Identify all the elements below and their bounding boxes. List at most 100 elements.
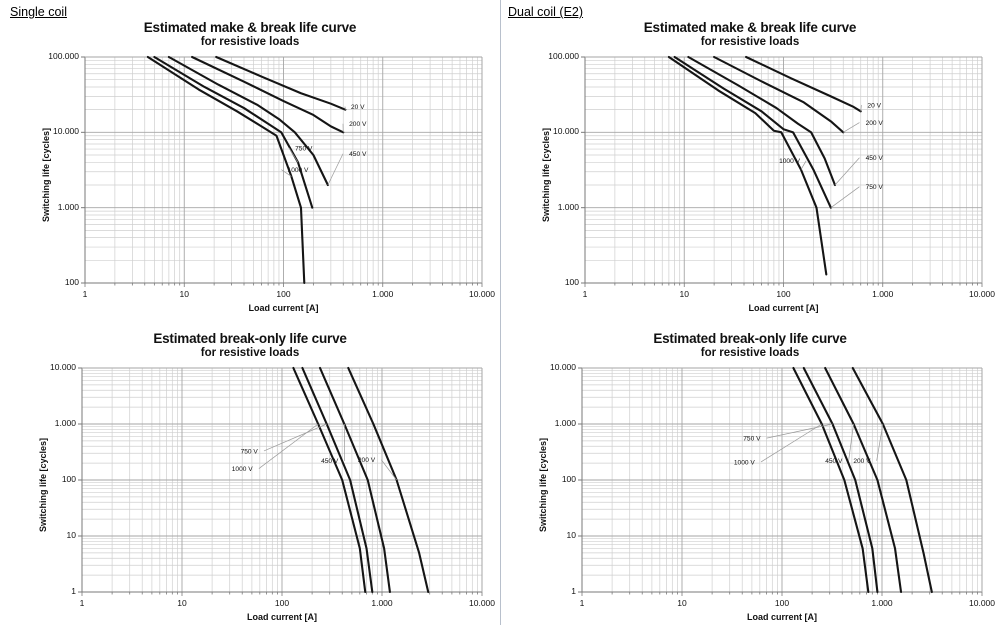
chart-dual-coil-make-break: Estimated make & break life curve for re… — [500, 0, 1000, 625]
curve-label-750v: 750 V — [295, 145, 313, 152]
panel-dual-coil: Dual coil (E2) Estimated make & break li… — [500, 0, 1000, 625]
leader-line — [380, 459, 397, 481]
leader-line — [843, 122, 860, 133]
plot-area: 20 V 200 V 450 V 750 V 1000 V — [581, 55, 983, 287]
x-axis-label: Load current [A] — [248, 303, 319, 313]
x-tick-label: 10 — [177, 598, 187, 608]
curve-1000v — [667, 55, 828, 276]
x-tick-label: 10.000 — [969, 289, 995, 299]
curve-label-750v: 750 V — [743, 435, 761, 442]
y-tick-label: 10.000 — [553, 126, 579, 137]
curve-1000v — [292, 366, 367, 594]
leader-line — [258, 423, 319, 469]
curve-label-450v: 450 V — [349, 151, 367, 158]
curve-750v — [673, 55, 832, 209]
leader-line — [800, 160, 807, 170]
chart-title: Estimated break-only life curve — [653, 331, 847, 346]
curve-annotations: 1000 V 750 V 450 V 200 V — [734, 423, 884, 466]
curve-annotations: 20 V 200 V 450 V 750 V 1000 V — [281, 104, 367, 186]
y-tick-label: 10 — [66, 530, 76, 540]
chart-subtitle: for resistive loads — [700, 36, 800, 48]
curve-1000v — [792, 366, 870, 594]
axis-lines — [81, 56, 483, 287]
y-tick-label: 100 — [561, 474, 576, 484]
curve-200v — [191, 55, 345, 134]
axis-lines — [78, 367, 483, 596]
curve-label-750v: 750 V — [866, 184, 884, 191]
leader-line — [263, 423, 327, 452]
x-tick-label: 1.000 — [371, 598, 393, 608]
y-tick-label: 1.000 — [54, 418, 76, 428]
leader-line — [860, 105, 862, 112]
curve-label-450v: 450 V — [321, 458, 339, 465]
x-tick-label: 10 — [679, 289, 689, 299]
panel-heading-dual-coil: Dual coil (E2) — [508, 5, 584, 19]
leader-line — [830, 186, 860, 208]
y-tick-label: 100.000 — [48, 51, 79, 61]
curve-label-1000v: 1000 V — [779, 158, 801, 165]
x-tick-label: 10.000 — [469, 289, 495, 299]
panel-divider — [500, 0, 501, 625]
chart-single-coil-make-break: Estimated make & break life curve for re… — [41, 20, 495, 313]
curve-1000v — [146, 55, 306, 285]
x-tick-label: 100 — [274, 598, 290, 608]
x-axis-label: Load current [A] — [748, 303, 819, 313]
x-tick-label: 100 — [776, 289, 791, 299]
curve-750v — [301, 366, 374, 594]
x-tick-label: 1.000 — [871, 598, 893, 608]
y-tick-label: 10.000 — [550, 362, 576, 372]
curve-label-1000v: 1000 V — [232, 466, 254, 473]
curve-label-200v: 200 V — [853, 458, 871, 465]
leader-line — [834, 157, 860, 186]
x-tick-label: 10.000 — [969, 598, 995, 608]
y-tick-label: 10.000 — [50, 362, 76, 372]
curve-450v — [824, 366, 903, 594]
curve-20v — [215, 55, 347, 111]
chart-title: Estimated make & break life curve — [143, 20, 357, 35]
y-tick-label: 1.000 — [57, 201, 79, 212]
chart-subtitle: for resistive loads — [200, 36, 300, 48]
data-curves — [667, 55, 862, 276]
x-tick-label: 1 — [579, 598, 585, 608]
y-tick-label: 100 — [61, 474, 76, 484]
curve-750v — [802, 366, 879, 594]
axis-lines — [578, 367, 983, 596]
curve-label-200v: 200 V — [358, 457, 376, 464]
curve-label-20v: 20 V — [351, 104, 365, 111]
curve-label-200v: 200 V — [349, 121, 367, 128]
x-tick-label: 1 — [582, 289, 588, 299]
curve-label-450v: 450 V — [866, 155, 884, 162]
y-tick-label: 10.000 — [53, 126, 79, 137]
plot-area: 1000 V 750 V 450 V 200 V — [578, 366, 983, 596]
y-tick-label: 1.000 — [554, 418, 576, 428]
curve-450v — [687, 55, 837, 187]
leader-line — [848, 423, 854, 461]
plot-area: 20 V 200 V 450 V 750 V 1000 V — [81, 55, 483, 287]
curve-label-750v: 750 V — [241, 448, 259, 455]
data-curves — [792, 366, 933, 594]
y-tick-label: 1.000 — [557, 201, 579, 212]
curve-label-200v: 200 V — [866, 120, 884, 127]
panel-single-coil: Single coil Estimated make & break life … — [10, 5, 495, 622]
leader-line — [288, 147, 299, 163]
chart-title: Estimated break-only life curve — [153, 331, 347, 346]
y-tick-label: 100 — [64, 277, 79, 287]
curve-label-1000v: 1000 V — [734, 459, 756, 466]
x-axis-label: Load current [A] — [246, 612, 317, 622]
curve-label-450v: 450 V — [825, 458, 843, 465]
x-tick-label: 1.000 — [872, 289, 894, 299]
curve-450v — [318, 366, 391, 594]
x-tick-label: 1.000 — [372, 289, 394, 299]
x-tick-label: 10 — [677, 598, 687, 608]
leader-line — [876, 423, 884, 461]
y-tick-label: 100.000 — [548, 51, 579, 61]
x-tick-label: 100 — [276, 289, 291, 299]
chart-dual-coil-break-only: Estimated break-only life curve for resi… — [500, 0, 1000, 625]
chart-subtitle: for resistive loads — [700, 347, 800, 359]
curve-20v — [745, 55, 862, 113]
x-tick-label: 1 — [79, 598, 85, 608]
x-axis-label: Load current [A] — [746, 612, 817, 622]
x-tick-label: 1 — [82, 289, 88, 299]
curve-200v — [713, 55, 845, 134]
leader-line — [281, 169, 292, 177]
